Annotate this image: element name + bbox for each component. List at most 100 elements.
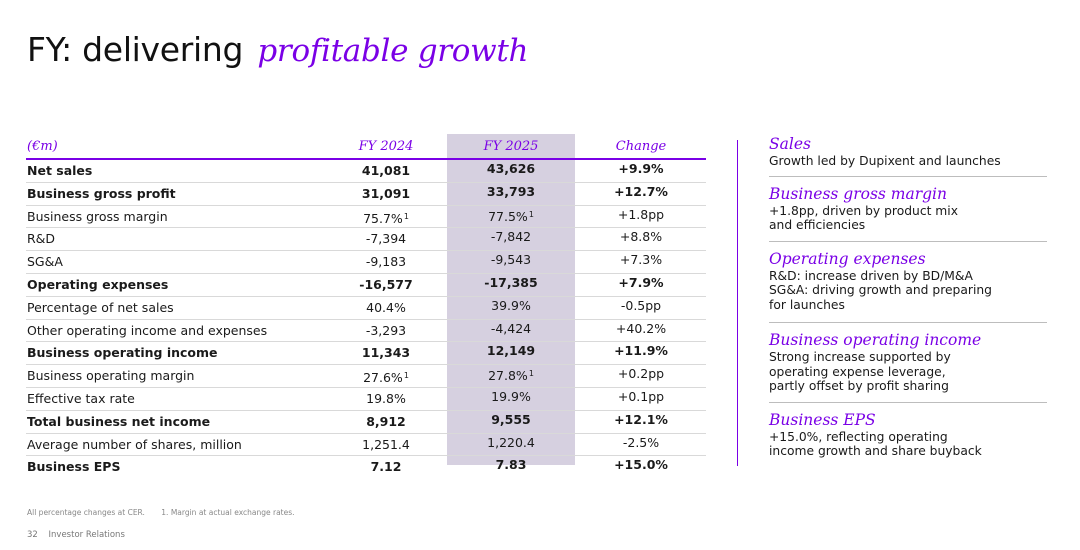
cell-fy2025-text: 9,555 [491,411,531,427]
cell-fy2024-text: 7.12 [370,459,402,475]
cell-change-text: +0.1pp [617,388,665,404]
title-accent: profitable growth [257,33,529,69]
cell-change-text: +8.8% [619,229,663,245]
row-label-text: Effective tax rate [27,390,135,406]
row-label-text: Business gross profit [27,185,176,201]
cell-change-text: +11.9% [614,343,668,359]
vertical-divider [737,140,738,466]
cell-fy2025: -9,543 [447,249,575,271]
cell-fy2025-text: 19.9% [491,388,531,404]
cell-fy2024: 31,091 [326,183,446,205]
cell-fy2024: 19.8% [326,388,446,410]
cell-fy2025-text: 39.9% [491,297,531,313]
row-label: Percentage of net sales [27,297,174,319]
cell-fy2024: 27.6%1 [326,365,446,389]
commentary-section: Operating expenses R&D: increase driven b… [769,242,1047,323]
page-number: 32 [27,530,38,540]
table-row: Business operating income 11,343 12,149 +11… [26,340,706,366]
row-label-text: Business EPS [27,459,121,475]
cell-change: +11.9% [576,340,706,362]
cell-change: -0.5pp [576,295,706,317]
table-row: Percentage of net sales 40.4% 39.9% -0.5pp [26,297,706,320]
header-fy2024: FY 2024 [358,139,414,154]
cell-fy2024-text: -7,394 [365,231,407,247]
cell-fy2025-text: 33,793 [486,183,536,199]
commentary-line: partly offset by profit sharing [769,379,949,393]
row-label: Business operating margin [27,365,194,387]
cell-fy2024: -7,394 [326,228,446,250]
table-row: Operating expenses -16,577 -17,385 +7.9% [26,274,706,297]
cell-fy2025-text: 7.83 [495,457,527,473]
cell-fy2024: 8,912 [326,411,446,433]
commentary-line: Strong increase supported by [769,350,951,364]
cell-fy2024: -16,577 [326,274,446,296]
table-row: Business gross profit 31,091 33,793 +12.7% [26,183,706,206]
cell-fy2025: -17,385 [447,272,575,294]
row-label: SG&A [27,251,63,273]
row-label-text: Net sales [27,163,93,178]
page-title: FY: delivering profitable growth [27,30,529,69]
cell-change-text: +12.7% [614,183,668,199]
cell-fy2024-text: 31,091 [361,185,411,201]
commentary-section: Business operating income Strong increase… [769,323,1047,403]
cell-fy2025-text: 12,149 [486,343,536,359]
cell-change: +7.3% [576,249,706,271]
table-row: Business operating margin 27.6%1 27.8%1 +0.… [26,365,706,388]
cell-change-text: +7.9% [618,274,664,290]
row-label: Business gross margin [27,206,168,228]
row-label: Business operating income [27,342,218,364]
cell-fy2024-text: -9,183 [365,254,407,270]
commentary-line: Growth led by Dupixent and launches [769,154,1001,168]
cell-fy2024-text: 1,251.4 [362,436,410,452]
cell-change: +8.8% [576,226,706,248]
row-label: Business gross profit [27,183,176,205]
row-label: Other operating income and expenses [27,320,267,342]
cell-change-text: +15.0% [614,457,668,473]
commentary-line: +1.8pp, driven by product mix [769,203,958,218]
cell-fy2025: 9,555 [447,409,575,431]
cell-change: +12.1% [576,409,706,431]
cell-fy2024: 40.4% [326,297,446,319]
title-main: FY: delivering [27,30,244,69]
table-row: SG&A -9,183 -9,543 +7.3% [26,251,706,274]
cell-fy2024-text: 41,081 [361,163,411,178]
cell-change: +40.2% [576,318,706,340]
cell-fy2025: 39.9% [447,295,575,317]
cell-fy2025-text: 1,220.4 [487,434,535,450]
commentary-line: and efficiencies [769,218,866,232]
row-label-text: Average number of shares, million [27,436,242,452]
header-change: Change [615,139,667,154]
row-label-text: Operating expenses [27,276,169,292]
cell-fy2025-text: 77.5% [488,208,528,224]
cell-change: -2.5% [576,432,706,454]
header-fy2025: FY 2025 [483,139,539,154]
footnotes: All percentage changes at CER. 1. Margin… [27,508,295,517]
row-label-text: Percentage of net sales [27,299,174,315]
cell-change: +9.9% [576,158,706,180]
cell-fy2024-text: -16,577 [359,276,413,292]
table-row: Average number of shares, million 1,251.4… [26,434,706,457]
footnote-marker: 1 [403,371,409,381]
cell-fy2025: 1,220.4 [447,432,575,454]
cell-fy2024-text: 75.7% [363,210,403,226]
table-row: Net sales 41,081 43,626 +9.9% [26,160,706,183]
header-unit: (€m) [27,139,58,154]
footer: 32 Investor Relations [27,530,125,540]
cell-change: +15.0% [576,454,706,476]
cell-fy2024-text: 27.6% [363,370,403,386]
row-label-text: Business operating income [27,345,218,361]
table-row: Other operating income and expenses -3,29… [26,320,706,343]
financials-table: (€m) FY 2024 FY 2025 Change Net sales 41,… [26,136,706,478]
row-label-text: R&D [27,231,56,247]
cell-change-text: -2.5% [622,434,660,450]
row-label: Average number of shares, million [27,434,242,456]
cell-fy2024: -3,293 [326,320,446,342]
cell-fy2025: 77.5%1 [447,204,575,228]
cell-fy2025: -7,842 [447,226,575,248]
cell-fy2025: 12,149 [447,340,575,362]
footnote-marker: 1 [528,369,534,379]
footnote-cer: All percentage changes at CER. [27,508,145,517]
cell-fy2025: -4,424 [447,318,575,340]
row-label: R&D [27,228,55,250]
cell-change: +1.8pp [576,204,706,226]
